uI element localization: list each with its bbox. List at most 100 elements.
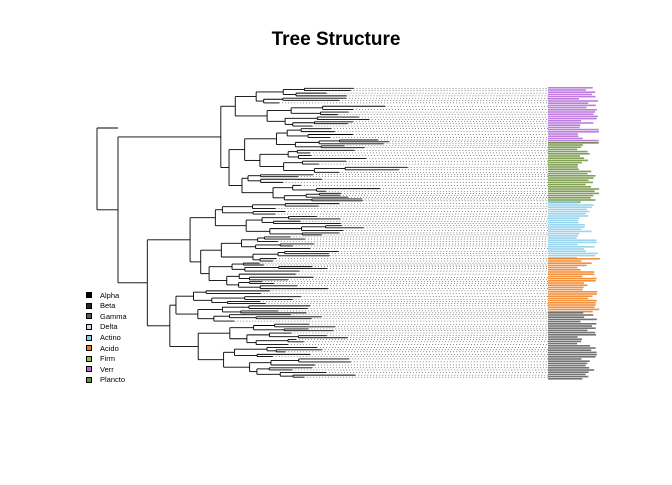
tip-label xyxy=(548,150,588,153)
tip-label xyxy=(548,325,593,327)
tip-label xyxy=(548,120,582,122)
tip-label xyxy=(548,230,592,233)
tip-label xyxy=(548,237,577,239)
tip-label xyxy=(548,373,586,376)
tip-label xyxy=(548,320,581,323)
tip-label-stack-gamma xyxy=(548,312,597,380)
tip-label xyxy=(548,258,600,260)
tip-label xyxy=(548,135,579,137)
tip-label xyxy=(548,186,591,188)
tip-label-stack-actino xyxy=(548,202,598,259)
tip-label xyxy=(548,102,589,104)
tip-label xyxy=(548,124,581,126)
legend-item-firm: Firm xyxy=(86,354,127,365)
legend-item-acido: Acido xyxy=(86,343,127,354)
tip-label-stack-verr xyxy=(548,87,599,144)
chart-title: Tree Structure xyxy=(271,29,401,50)
tip-label xyxy=(548,91,596,93)
tip-label xyxy=(548,293,597,295)
tip-label xyxy=(548,310,593,313)
tip-label xyxy=(548,168,579,170)
tip-label xyxy=(548,164,578,166)
legend-label-beta: Beta xyxy=(100,301,116,311)
tip-label xyxy=(548,224,585,226)
tip-label xyxy=(548,239,597,241)
tip-label xyxy=(548,288,583,291)
tip-label xyxy=(548,122,594,124)
tip-label xyxy=(548,146,582,148)
tip-label xyxy=(548,318,597,321)
tip-label xyxy=(548,308,600,311)
tip-label xyxy=(548,113,594,115)
legend-swatch-acido xyxy=(86,345,92,352)
tip-label xyxy=(548,98,580,100)
tip-label xyxy=(548,202,579,204)
legend-swatch-beta xyxy=(86,302,92,309)
legend-item-delta: Delta xyxy=(86,322,127,333)
tip-label xyxy=(548,271,595,273)
tip-label xyxy=(548,170,592,173)
tip-label xyxy=(548,264,587,267)
tip-label xyxy=(548,331,596,334)
tip-label xyxy=(548,297,589,300)
tip-label xyxy=(548,210,590,213)
tip-label xyxy=(548,367,590,369)
tip-label xyxy=(548,282,585,284)
tip-label xyxy=(548,340,582,343)
legend-swatch-gamma xyxy=(86,313,92,320)
tip-label xyxy=(548,246,595,248)
tip-label xyxy=(548,306,595,308)
tip-label xyxy=(548,208,587,211)
legend-swatch-verr xyxy=(86,366,92,373)
tip-label xyxy=(548,89,587,91)
tip-label xyxy=(548,338,583,340)
legend-swatch-delta xyxy=(86,324,92,331)
tip-label xyxy=(548,181,593,184)
tip-label xyxy=(548,349,592,351)
tip-label xyxy=(548,144,584,146)
tip-label xyxy=(548,148,578,151)
legend-item-alpha: Alpha xyxy=(86,290,127,301)
tip-label xyxy=(548,172,588,175)
legend-item-actino: Actino xyxy=(86,332,127,343)
tip-label xyxy=(548,175,596,177)
tip-label xyxy=(548,277,597,280)
tip-label xyxy=(548,273,595,275)
tip-label xyxy=(548,188,600,190)
tip-label xyxy=(548,183,586,186)
legend-swatch-actino xyxy=(86,334,92,341)
tip-label xyxy=(548,356,596,358)
tip-label xyxy=(548,266,578,269)
legend-item-plancto: Plancto xyxy=(86,375,127,386)
legend-label-acido: Acido xyxy=(100,343,119,353)
tip-label xyxy=(548,219,579,222)
tip-label xyxy=(548,232,580,235)
tip-label xyxy=(548,126,580,129)
tip-label xyxy=(548,304,596,306)
tip-label xyxy=(548,194,594,197)
tip-label xyxy=(548,155,580,157)
legend-item-verr: Verr xyxy=(86,364,127,375)
tip-label xyxy=(548,111,596,113)
legend-label-gamma: Gamma xyxy=(100,311,127,321)
tip-label xyxy=(548,157,585,159)
tip-label xyxy=(548,131,599,133)
tip-label xyxy=(548,199,596,201)
tip-label xyxy=(548,133,578,135)
legend-label-verr: Verr xyxy=(100,364,114,374)
tip-label xyxy=(548,351,597,354)
tip-label xyxy=(548,117,597,120)
tip-label xyxy=(548,128,599,131)
tip-label xyxy=(548,204,594,206)
tip-label xyxy=(548,215,589,217)
tip-label xyxy=(548,345,591,347)
tip-label xyxy=(548,192,600,195)
legend-label-plancto: Plancto xyxy=(100,375,126,385)
tip-label xyxy=(548,106,587,109)
tip-label xyxy=(548,275,583,278)
tip-label xyxy=(548,260,582,262)
tip-label-stack-acido xyxy=(548,258,600,313)
legend-label-actino: Actino xyxy=(100,332,121,342)
tip-label xyxy=(548,115,598,118)
